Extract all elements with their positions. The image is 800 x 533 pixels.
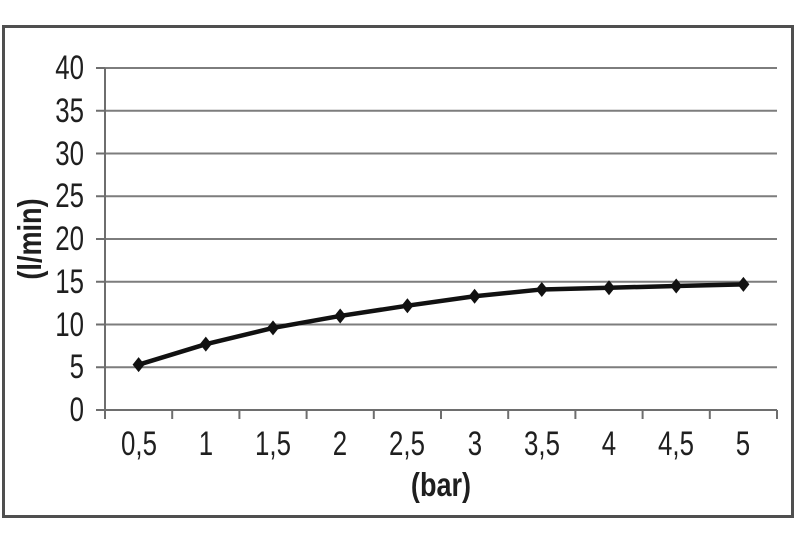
data-point-marker [603,280,615,296]
data-point-marker [132,357,145,373]
data-point-marker [670,278,683,294]
flow-curve [137,282,744,367]
gridlines [105,67,777,369]
data-point-marker [737,276,750,292]
flow-series [132,276,750,373]
data-point-marker [468,288,481,304]
data-point-marker [334,308,347,324]
axes [96,67,778,419]
data-point-marker [199,336,212,352]
chart-frame [2,25,794,518]
data-point-marker [535,281,548,297]
data-point-marker [267,320,279,336]
y-axis-title: (l/min) [11,198,48,280]
x-axis-title: (bar) [410,466,472,503]
data-point-marker [401,298,414,314]
